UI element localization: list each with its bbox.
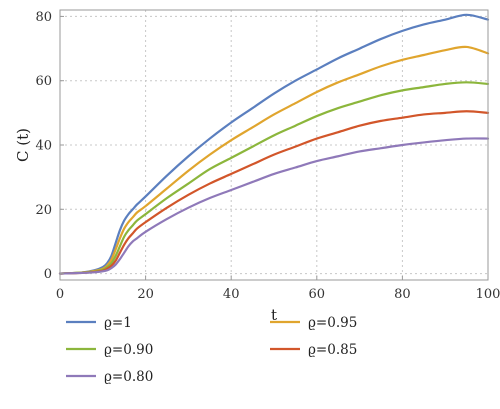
x-axis-label: t [271, 306, 277, 324]
plot-frame [59, 9, 489, 281]
x-tick-label: 40 [223, 287, 240, 302]
legend-label: ϱ=1 [104, 315, 132, 331]
legend-item: ϱ=0.85 [270, 342, 357, 358]
y-tick-label: 20 [35, 203, 52, 218]
x-tick-label: 0 [56, 287, 64, 302]
legend-item: ϱ=0.95 [270, 315, 357, 331]
y-tick-label: 60 [35, 74, 52, 89]
grid [60, 10, 488, 280]
legend-label: ϱ=0.80 [104, 369, 153, 385]
x-tick-label: 20 [137, 287, 154, 302]
series-line-4 [58, 137, 490, 275]
legend-label: ϱ=0.95 [308, 315, 357, 331]
y-axis-label: C (t) [14, 128, 32, 162]
y-tick-label: 40 [35, 139, 52, 154]
y-tick-label: 80 [35, 10, 52, 25]
legend-label: ϱ=0.90 [104, 342, 153, 358]
x-tick-label: 80 [394, 287, 411, 302]
x-tick-label: 60 [309, 287, 326, 302]
legend-item: ϱ=0.90 [66, 342, 153, 358]
series-lines [58, 13, 490, 275]
tick-labels: 0 20 40 60 80 100 0 20 40 60 80 [35, 10, 500, 302]
x-tick-label: 100 [476, 287, 500, 302]
series-line-3 [58, 110, 490, 275]
legend-item: ϱ=1 [66, 315, 132, 331]
legend-item: ϱ=0.80 [66, 369, 153, 385]
series-line-0 [58, 13, 490, 275]
y-tick-label: 0 [44, 267, 52, 282]
legend: ϱ=1 ϱ=0.95 ϱ=0.90 ϱ=0.85 ϱ=0.80 [66, 315, 357, 385]
series-line-1 [58, 45, 490, 275]
series-line-2 [58, 81, 490, 275]
legend-label: ϱ=0.85 [308, 342, 357, 358]
